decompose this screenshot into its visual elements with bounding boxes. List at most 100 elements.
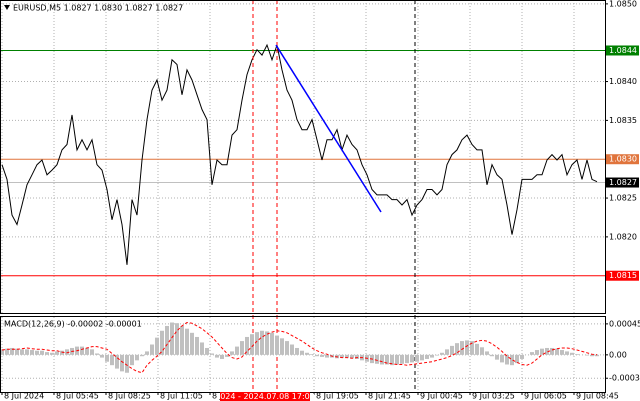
histogram-bar [100, 354, 104, 358]
x-tick-label: 8 Jul 11:05 [160, 392, 203, 401]
histogram-bar [210, 353, 214, 355]
y-tick-label: 1.0840 [609, 77, 637, 86]
x-tick-label: 8 Jul 21:45 [368, 392, 411, 401]
histogram-bar [440, 352, 444, 355]
histogram-bar [200, 342, 204, 355]
histogram-bar [455, 343, 459, 355]
histogram-bar [350, 354, 354, 359]
histogram-bar [490, 354, 494, 357]
histogram-bar [220, 354, 224, 359]
histogram-bar [195, 336, 199, 355]
x-tick-label: 9 Jul 08:45 [576, 392, 619, 401]
histogram-bar [155, 337, 159, 355]
histogram-bar [565, 351, 569, 355]
histogram-bar [550, 347, 554, 355]
histogram-bar [425, 354, 429, 359]
histogram-bar [15, 348, 19, 355]
price-title: EURUSD,M5 1.0827 1.0830 1.0827 1.0827 [13, 4, 183, 13]
histogram-bar [105, 354, 109, 362]
histogram-bar [390, 354, 394, 366]
level-label-box [606, 154, 639, 165]
histogram-bar [275, 335, 279, 355]
histogram-bar [280, 338, 284, 355]
histogram-bar [505, 354, 509, 365]
histogram-bar [445, 349, 449, 355]
level-label: 1.0830 [609, 155, 637, 164]
histogram-bar [460, 341, 464, 355]
histogram-bar [245, 336, 249, 355]
histogram-bar [570, 352, 574, 355]
histogram-bar [380, 354, 384, 365]
y-tick-label: 1.0850 [609, 0, 637, 8]
price-frame [0, 0, 606, 314]
histogram-bar [575, 354, 579, 355]
histogram-bar [435, 354, 439, 356]
histogram-bar [540, 348, 544, 355]
histogram-bar [20, 349, 24, 355]
trend-line [275, 44, 382, 213]
histogram-bar [585, 354, 589, 356]
histogram-bar [560, 350, 564, 355]
histogram-bar [110, 354, 114, 366]
histogram-bar [355, 354, 359, 359]
time-label-box [220, 392, 310, 401]
y-tick-label: 0.00045 [609, 319, 640, 328]
histogram-bar [165, 325, 169, 355]
level-label-box [606, 45, 639, 56]
level-label-box [606, 270, 639, 281]
histogram-bar [140, 354, 144, 357]
histogram-bar [545, 347, 549, 355]
histogram-bar [295, 347, 299, 355]
histogram-bar [125, 354, 129, 373]
histogram-bar [215, 354, 219, 358]
histogram-bar [130, 354, 134, 366]
histogram-bar [120, 354, 124, 372]
histogram-bar [450, 345, 454, 355]
histogram-bar [310, 354, 314, 355]
histogram-bar [475, 343, 479, 355]
histogram-bar [260, 330, 264, 355]
signal-line [1, 321, 598, 374]
histogram-bar [495, 354, 499, 360]
histogram-bar [230, 351, 234, 355]
histogram-bar [10, 347, 14, 355]
histogram-bar [535, 350, 539, 355]
level-label: 1.0844 [609, 46, 637, 55]
histogram-bar [315, 354, 319, 357]
histogram-bar [250, 334, 254, 355]
histogram-bar [420, 354, 424, 361]
histogram-bar [590, 354, 594, 357]
histogram-bar [175, 323, 179, 355]
histogram-bar [285, 341, 289, 355]
histogram-bar [135, 354, 139, 361]
histogram-bar [290, 344, 294, 355]
time-label: 2024 - 2024.07.08 17:00 [215, 392, 315, 401]
histogram-bar [510, 354, 514, 366]
histogram-bar [180, 325, 184, 355]
histogram-bar [30, 350, 34, 355]
histogram-bar [325, 354, 329, 358]
y-tick-label: 0.00 [609, 350, 627, 359]
x-tick-label: 8 Jul 2024 [4, 392, 44, 401]
mark-layer [0, 0, 605, 392]
histogram-bar [405, 354, 409, 364]
histogram-bar [530, 352, 534, 355]
histogram-bar [340, 354, 344, 358]
histogram-bar [305, 352, 309, 355]
histogram-bar [60, 350, 64, 355]
histogram-bar [430, 354, 434, 358]
histogram-bar [115, 354, 119, 369]
histogram-bar [470, 341, 474, 355]
histogram-bar [5, 348, 9, 355]
level-label-box [606, 177, 639, 188]
histogram-bar [410, 354, 414, 363]
histogram-bar [465, 340, 469, 355]
histogram-bar [95, 353, 99, 355]
histogram-bar [85, 347, 89, 355]
histogram-bar [35, 350, 39, 355]
histogram-bar [160, 330, 164, 355]
x-tick-label: 9 Jul 00:45 [420, 392, 463, 401]
histogram-bar [80, 346, 84, 355]
